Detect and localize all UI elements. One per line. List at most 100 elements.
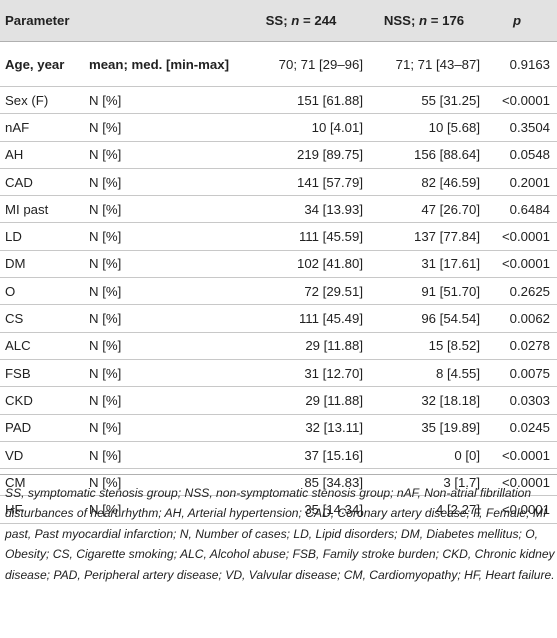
cell-nss-value: 31 [17.61] [368, 250, 484, 279]
cell-statistic: N [%] [89, 468, 239, 497]
cell-parameter: LD [0, 222, 89, 251]
cell-p-value: 0.6484 [484, 195, 557, 224]
cell-nss-value: 0 [0] [368, 441, 484, 470]
cell-statistic: N [%] [89, 250, 239, 279]
cell-nss-value: 8 [4.55] [368, 359, 484, 388]
cell-ss-value: 111 [45.59] [239, 222, 368, 251]
cell-parameter: Age, year [0, 41, 89, 87]
cell-ss-value: 141 [57.79] [239, 168, 368, 197]
cell-parameter: MI past [0, 195, 89, 224]
cell-statistic: N [%] [89, 332, 239, 360]
cell-ss-value: 37 [15.16] [239, 441, 368, 470]
cell-parameter: HF [0, 495, 89, 524]
cell-p-value: 0.2001 [484, 168, 557, 197]
cell-ss-value: 219 [89.75] [239, 141, 368, 169]
cell-p-value: <0.0001 [484, 222, 557, 251]
cell-statistic: N [%] [89, 495, 239, 524]
cell-parameter: DM [0, 250, 89, 279]
cell-statistic: N [%] [89, 441, 239, 470]
cell-ss-value: 32 [13.11] [239, 414, 368, 442]
header-p-value: p [484, 0, 557, 42]
cell-nss-value: 91 [51.70] [368, 277, 484, 306]
table-body: Age, year mean; med. [min-max] 70; 71 [29–… [0, 41, 557, 524]
header-nss-n-value: = 176 [427, 13, 465, 28]
cell-parameter: AH [0, 141, 89, 169]
table-row: CS N [%] 111 [45.49] 96 [54.54] 0.0062 [0, 304, 557, 333]
cell-nss-value: 96 [54.54] [368, 304, 484, 333]
cell-p-value: 0.0303 [484, 386, 557, 415]
cell-parameter: ALC [0, 332, 89, 360]
cell-statistic: N [%] [89, 386, 239, 415]
table-row: CM N [%] 85 [34.83] 3 [1.7] <0.0001 [0, 468, 557, 497]
cell-p-value: <0.0001 [484, 468, 557, 497]
cell-ss-value: 34 [13.93] [239, 195, 368, 224]
table-row: nAF N [%] 10 [4.01] 10 [5.68] 0.3504 [0, 113, 557, 142]
characteristics-table: Parameter SS; n = 244 NSS; n = 176 p Age… [0, 0, 557, 524]
cell-p-value: 0.0278 [484, 332, 557, 360]
cell-ss-value: 29 [11.88] [239, 332, 368, 360]
cell-parameter: Sex (F) [0, 86, 89, 115]
cell-parameter: CAD [0, 168, 89, 197]
cell-parameter: PAD [0, 414, 89, 442]
cell-ss-value: 35 [14.34] [239, 495, 368, 524]
cell-parameter: VD [0, 441, 89, 470]
table-row: PAD N [%] 32 [13.11] 35 [19.89] 0.0245 [0, 414, 557, 442]
cell-nss-value: 137 [77.84] [368, 222, 484, 251]
cell-statistic: N [%] [89, 222, 239, 251]
cell-parameter: FSB [0, 359, 89, 388]
table-row: CAD N [%] 141 [57.79] 82 [46.59] 0.2001 [0, 168, 557, 197]
cell-ss-value: 29 [11.88] [239, 386, 368, 415]
table-row: LD N [%] 111 [45.59] 137 [77.84] <0.0001 [0, 222, 557, 251]
table-row: VD N [%] 37 [15.16] 0 [0] <0.0001 [0, 441, 557, 470]
cell-nss-value: 55 [31.25] [368, 86, 484, 115]
cell-ss-value: 31 [12.70] [239, 359, 368, 388]
cell-p-value: 0.3504 [484, 113, 557, 142]
header-ss-label: SS; [265, 13, 292, 28]
header-nss-label: NSS; [383, 13, 420, 28]
cell-ss-value: 111 [45.49] [239, 304, 368, 333]
cell-statistic: N [%] [89, 277, 239, 306]
header-parameter: Parameter [0, 0, 89, 42]
table-row: ALC N [%] 29 [11.88] 15 [8.52] 0.0278 [0, 332, 557, 360]
cell-p-value: 0.0548 [484, 141, 557, 169]
table-row: CKD N [%] 29 [11.88] 32 [18.18] 0.0303 [0, 386, 557, 415]
cell-statistic: mean; med. [min-max] [89, 41, 239, 87]
table-row: Sex (F) N [%] 151 [61.88] 55 [31.25] <0.0001 [0, 86, 557, 115]
table-row: MI past N [%] 34 [13.93] 47 [26.70] 0.6484 [0, 195, 557, 224]
cell-ss-value: 70; 71 [29–96] [239, 41, 368, 87]
cell-nss-value: 15 [8.52] [368, 332, 484, 360]
cell-p-value: 0.0245 [484, 414, 557, 442]
cell-p-value: 0.2625 [484, 277, 557, 306]
cell-nss-value: 156 [88.64] [368, 141, 484, 169]
table-row: Age, year mean; med. [min-max] 70; 71 [29–… [0, 41, 557, 87]
cell-statistic: N [%] [89, 113, 239, 142]
cell-nss-value: 35 [19.89] [368, 414, 484, 442]
table-header: Parameter SS; n = 244 NSS; n = 176 p [0, 0, 557, 42]
cell-statistic: N [%] [89, 304, 239, 333]
header-ss-group: SS; n = 244 [239, 0, 368, 42]
cell-parameter: O [0, 277, 89, 306]
cell-statistic: N [%] [89, 141, 239, 169]
cell-p-value: <0.0001 [484, 86, 557, 115]
header-ss-n-label: n [291, 13, 300, 28]
cell-statistic: N [%] [89, 86, 239, 115]
cell-statistic: N [%] [89, 414, 239, 442]
cell-parameter: CKD [0, 386, 89, 415]
cell-statistic: N [%] [89, 168, 239, 197]
cell-parameter: CM [0, 468, 89, 497]
cell-parameter: nAF [0, 113, 89, 142]
cell-statistic: N [%] [89, 195, 239, 224]
cell-statistic: N [%] [89, 359, 239, 388]
header-nss-n-label: n [419, 13, 428, 28]
cell-nss-value: 10 [5.68] [368, 113, 484, 142]
cell-nss-value: 71; 71 [43–87] [368, 41, 484, 87]
table-row: HF N [%] 35 [14.34] 4 [2.27] <0.0001 [0, 495, 557, 524]
cell-nss-value: 32 [18.18] [368, 386, 484, 415]
header-statistic [89, 0, 239, 42]
footnote-divider [0, 474, 557, 475]
cell-ss-value: 10 [4.01] [239, 113, 368, 142]
cell-p-value: <0.0001 [484, 441, 557, 470]
cell-nss-value: 47 [26.70] [368, 195, 484, 224]
